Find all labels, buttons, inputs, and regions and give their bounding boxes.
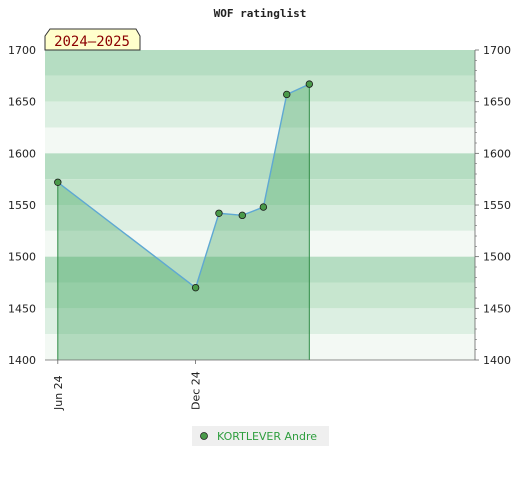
y-tick-label-left: 1650 (8, 96, 36, 109)
period-badge-bg (44, 28, 141, 51)
legend-label: KORTLEVER Andre (217, 430, 317, 443)
series-area (57, 84, 310, 360)
y-tick-label-left: 1550 (8, 199, 36, 212)
band-0 (45, 50, 475, 76)
band-8 (45, 256, 475, 283)
data-point (259, 203, 268, 211)
y-tick-label-right: 1700 (483, 44, 511, 57)
y-tick-label-right: 1600 (483, 147, 511, 160)
band-3 (45, 127, 475, 154)
data-point (305, 80, 314, 88)
y-tick-label-left: 1400 (8, 354, 36, 367)
y-tick-label-left: 1450 (8, 302, 36, 315)
y-tick-label-right: 1550 (483, 199, 511, 212)
band-1 (45, 75, 475, 102)
points-layer (54, 80, 314, 292)
y-tick-label-right: 1450 (483, 302, 511, 315)
period-badge: 2024–2025 (44, 28, 141, 51)
legend-marker (200, 432, 208, 440)
data-point (283, 90, 291, 99)
band-9 (45, 282, 475, 309)
legend-box (192, 426, 329, 446)
data-point (215, 209, 223, 217)
data-point (238, 211, 247, 220)
background-bands (45, 50, 475, 360)
x-tick-label: Jun 24 (52, 375, 65, 411)
data-point (54, 178, 62, 186)
band-5 (45, 179, 475, 205)
band-10 (45, 308, 475, 335)
period-label: 2024–2025 (54, 34, 130, 50)
legend[interactable]: KORTLEVER Andre (192, 426, 329, 446)
band-11 (45, 334, 475, 360)
y-tick-label-right: 1400 (483, 354, 511, 367)
band-4 (45, 153, 475, 180)
y-tick-label-right: 1650 (483, 96, 511, 109)
y-tick-label-left: 1600 (8, 147, 36, 160)
y-tick-label-left: 1500 (8, 251, 36, 264)
y-tick-label-right: 1500 (483, 251, 511, 264)
y-tick-label-left: 1700 (8, 44, 36, 57)
band-2 (45, 101, 475, 128)
axes-layer: 1400 1400 1450 1450 1500 1500 1550 1550 1600 1600… (8, 44, 511, 411)
x-tick-label: Dec 24 (190, 371, 203, 410)
band-7 (45, 230, 475, 257)
data-point (191, 283, 200, 292)
chart-title: WOF ratinglist (214, 7, 307, 20)
